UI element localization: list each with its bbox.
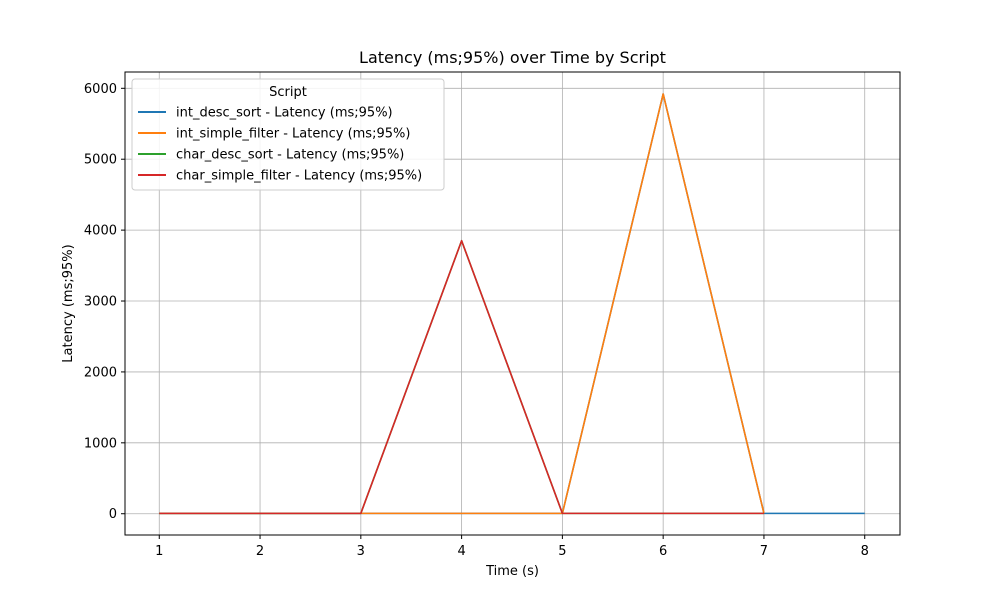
legend-title: Script bbox=[269, 85, 307, 100]
x-tick-label: 5 bbox=[558, 544, 566, 559]
y-tick-label: 5000 bbox=[84, 153, 117, 168]
x-tick-label: 6 bbox=[659, 544, 667, 559]
y-tick-label: 1000 bbox=[84, 436, 117, 451]
legend-label-3: char_desc_sort - Latency (ms;95%) bbox=[176, 148, 404, 163]
x-tick-label: 7 bbox=[760, 544, 768, 559]
y-tick-label: 3000 bbox=[84, 295, 117, 310]
legend-label-2: int_simple_filter - Latency (ms;95%) bbox=[176, 127, 410, 142]
series-line-4 bbox=[159, 239, 764, 515]
plot-frame bbox=[124, 71, 901, 536]
x-tick-label: 2 bbox=[256, 544, 264, 559]
y-tick-label: 6000 bbox=[84, 82, 117, 97]
x-tick-label: 4 bbox=[457, 544, 465, 559]
x-tick-label: 3 bbox=[357, 544, 365, 559]
y-tick-label: 4000 bbox=[84, 224, 117, 239]
x-axis: 1 2 3 4 5 6 7 8 bbox=[155, 535, 869, 559]
y-tick-label: 0 bbox=[109, 507, 117, 522]
chart-title: Latency (ms;95%) over Time by Script bbox=[359, 48, 666, 67]
legend-entries: int_desc_sort - Latency (ms;95%) int_simp… bbox=[138, 106, 422, 184]
y-axis-label: Latency (ms;95%) bbox=[61, 244, 76, 362]
y-axis: 0 1000 2000 3000 4000 5000 6000 bbox=[84, 82, 125, 522]
x-axis-label: Time (s) bbox=[485, 564, 539, 579]
series-lines bbox=[159, 93, 865, 515]
legend-label-4: char_simple_filter - Latency (ms;95%) bbox=[176, 169, 422, 184]
x-tick-label: 1 bbox=[155, 544, 163, 559]
legend-box bbox=[131, 78, 445, 191]
legend-label-1: int_desc_sort - Latency (ms;95%) bbox=[176, 106, 393, 121]
y-tick-label: 2000 bbox=[84, 365, 117, 380]
x-tick-label: 8 bbox=[861, 544, 869, 559]
legend: Script int_desc_sort - Latency (ms;95%)i… bbox=[131, 78, 445, 191]
